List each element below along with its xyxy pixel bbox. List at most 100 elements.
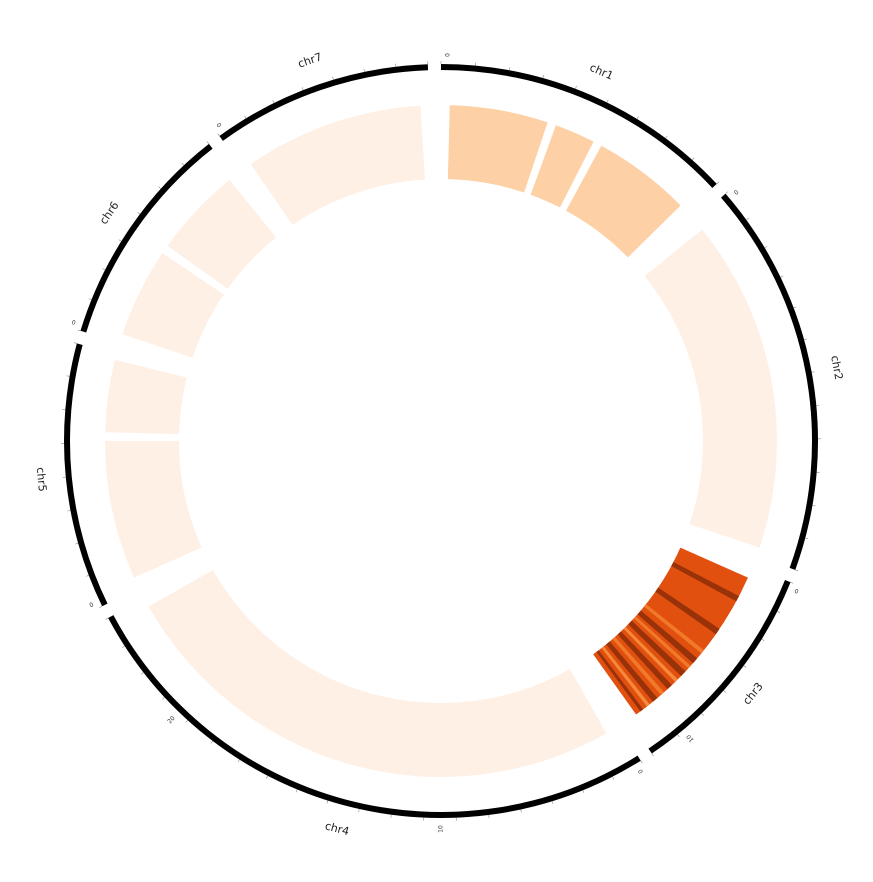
tick-label-chr3: 10	[685, 733, 695, 743]
start-tick-label-chr5: 0	[88, 601, 95, 609]
start-tick-label-chr2: 0	[732, 188, 740, 196]
tick-chr3	[790, 581, 794, 584]
tick-chr4	[295, 789, 298, 793]
chromosome-label-chr6: chr6	[97, 199, 122, 227]
tick-chr2	[804, 338, 808, 341]
heatmap-stripe-chr3	[606, 641, 658, 702]
heatmap-bin-chr6	[167, 179, 277, 289]
start-tick-label-chr3: 0	[794, 587, 800, 595]
tick-chr1	[691, 157, 695, 161]
heatmap-bin-chr6	[122, 253, 224, 358]
chromosome-label-chr5: chr5	[34, 467, 49, 493]
tick-chr3	[651, 753, 654, 757]
tick-chr4	[326, 800, 329, 804]
heatmap-stripe-chr3	[612, 636, 665, 695]
chromosome-label-chr7: chr7	[296, 50, 323, 70]
tick-chr7	[363, 68, 365, 72]
tick-chr2	[780, 275, 784, 278]
tick-chr1	[636, 116, 639, 120]
tick-chr1	[716, 181, 720, 185]
tick-chr6	[137, 212, 141, 215]
tick-chr4	[582, 790, 585, 794]
chromosome-label-chr4: chr4	[324, 819, 351, 838]
heatmap-track	[105, 105, 777, 778]
tick-chr4	[162, 697, 165, 700]
heatmap-stripe-chr3	[644, 604, 704, 654]
heatmap-stripe-chr3	[671, 561, 740, 602]
tick-chr3	[743, 665, 747, 668]
tick-chr4	[520, 809, 522, 813]
tick-chr6	[88, 298, 92, 301]
tick-chr7	[272, 100, 275, 104]
tick-chr2	[812, 505, 816, 507]
heatmap-stripe-chr3	[633, 616, 691, 669]
tick-chr6	[158, 186, 162, 189]
tick-chr4	[551, 801, 554, 805]
heatmap-bin-chr1	[447, 105, 548, 193]
heatmap-stripe-chr3	[617, 631, 672, 690]
tick-chr7	[217, 133, 220, 137]
tick-chr3	[677, 734, 680, 738]
tick-chr4	[266, 775, 268, 779]
heatmap-stripe-chr3	[623, 626, 678, 682]
tick-chr6	[102, 268, 106, 271]
chromosome-label-chr2: chr2	[828, 354, 845, 381]
tick-chr5	[67, 510, 71, 512]
chromosome-label-chr3: chr3	[740, 680, 766, 707]
tick-chr2	[725, 191, 728, 194]
tick-chr6	[118, 239, 122, 242]
heatmap-bin-chr2	[644, 229, 777, 548]
tick-chr3	[701, 713, 704, 716]
heatmap-bin-chr4	[148, 570, 607, 778]
tick-chr4	[185, 720, 188, 723]
tick-chr2	[746, 217, 749, 221]
tick-label-chr4: 10	[438, 825, 445, 833]
tick-chr1	[606, 99, 609, 103]
heatmap-bin-chr5	[105, 441, 202, 578]
tick-chr4	[640, 760, 643, 764]
tick-chr5	[66, 375, 70, 377]
heatmap-stripe-chr3	[596, 650, 644, 712]
heatmap-stripe-chr3	[655, 587, 720, 635]
tick-chr4	[612, 776, 615, 780]
tick-chr1	[509, 67, 511, 71]
chromosome-label-chr1: chr1	[588, 61, 616, 83]
tick-chr5	[75, 543, 79, 545]
heatmap-bin-chr1	[530, 125, 594, 208]
tick-chr4	[358, 808, 360, 813]
tick-chr3	[723, 690, 727, 693]
tick-chr7	[244, 115, 247, 119]
tick-chr3	[761, 638, 765, 642]
heatmap-bin-chr1	[566, 145, 681, 258]
tick-chr1	[665, 135, 668, 139]
tick-chr4	[237, 759, 240, 763]
heatmap-bin-chr5	[105, 359, 187, 435]
tick-chr6	[206, 141, 210, 145]
start-tick-label-chr4: 0	[637, 768, 645, 775]
tick-chr2	[793, 306, 797, 309]
tick-chr3	[777, 611, 781, 613]
heatmap-bin-chr7	[250, 105, 426, 226]
start-tick-label-chr6: 0	[71, 319, 77, 327]
heatmap-stripe-chr3	[601, 646, 650, 707]
ideogram-chr5	[64, 343, 108, 607]
tick-chr6	[77, 329, 81, 332]
start-tick-label-chr1: 0	[443, 53, 450, 57]
tick-label-chr4: 20	[166, 715, 176, 725]
tick-chr2	[811, 371, 815, 373]
tick-chr4	[140, 672, 144, 675]
tick-chr7	[301, 87, 304, 91]
tick-chr5	[99, 605, 103, 608]
heatmap-stripe-chr3	[637, 610, 698, 664]
heatmap-stripe-chr3	[628, 620, 686, 677]
start-tick-label-chr7: 0	[215, 122, 223, 129]
tick-chr2	[795, 569, 799, 572]
tick-chr1	[575, 85, 577, 89]
ideogram-track	[61, 61, 821, 821]
tick-chr4	[105, 617, 109, 620]
tick-chr2	[805, 537, 809, 540]
tick-chr5	[85, 575, 89, 577]
tick-chr6	[181, 162, 185, 166]
tick-chr7	[332, 76, 334, 80]
tick-chr1	[542, 75, 544, 79]
